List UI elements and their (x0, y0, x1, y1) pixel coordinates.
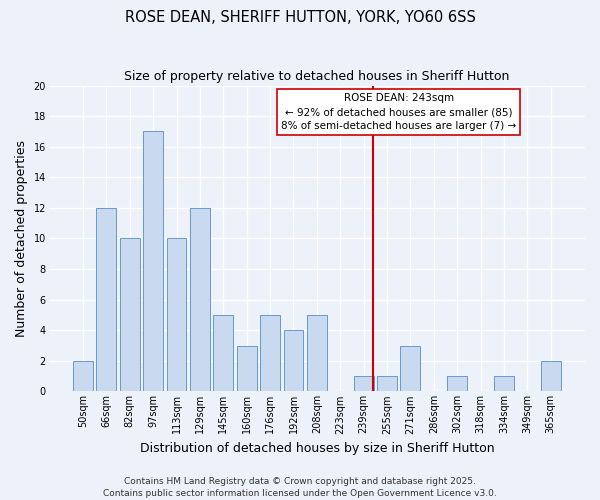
Bar (190, 208, 210, 392)
Y-axis label: Number of detached properties: Number of detached properties (15, 140, 28, 337)
Bar (120, 238, 140, 392)
Bar (541, 361, 560, 392)
Title: Size of property relative to detached houses in Sheriff Hutton: Size of property relative to detached ho… (124, 70, 509, 83)
Bar (377, 376, 397, 392)
Text: ROSE DEAN, SHERIFF HUTTON, YORK, YO60 6SS: ROSE DEAN, SHERIFF HUTTON, YORK, YO60 6S… (125, 10, 475, 25)
Bar (167, 238, 187, 392)
Bar (400, 346, 421, 392)
Bar (494, 376, 514, 392)
Text: Contains HM Land Registry data © Crown copyright and database right 2025.
Contai: Contains HM Land Registry data © Crown c… (103, 476, 497, 498)
Bar (214, 315, 233, 392)
X-axis label: Distribution of detached houses by size in Sheriff Hutton: Distribution of detached houses by size … (140, 442, 494, 455)
Bar (97, 208, 116, 392)
Bar (307, 315, 327, 392)
Bar (73, 361, 93, 392)
Bar (353, 376, 374, 392)
Text: ROSE DEAN: 243sqm
← 92% of detached houses are smaller (85)
8% of semi-detached : ROSE DEAN: 243sqm ← 92% of detached hous… (281, 93, 517, 131)
Bar (260, 315, 280, 392)
Bar (447, 376, 467, 392)
Bar (237, 346, 257, 392)
Bar (143, 132, 163, 392)
Bar (284, 330, 304, 392)
